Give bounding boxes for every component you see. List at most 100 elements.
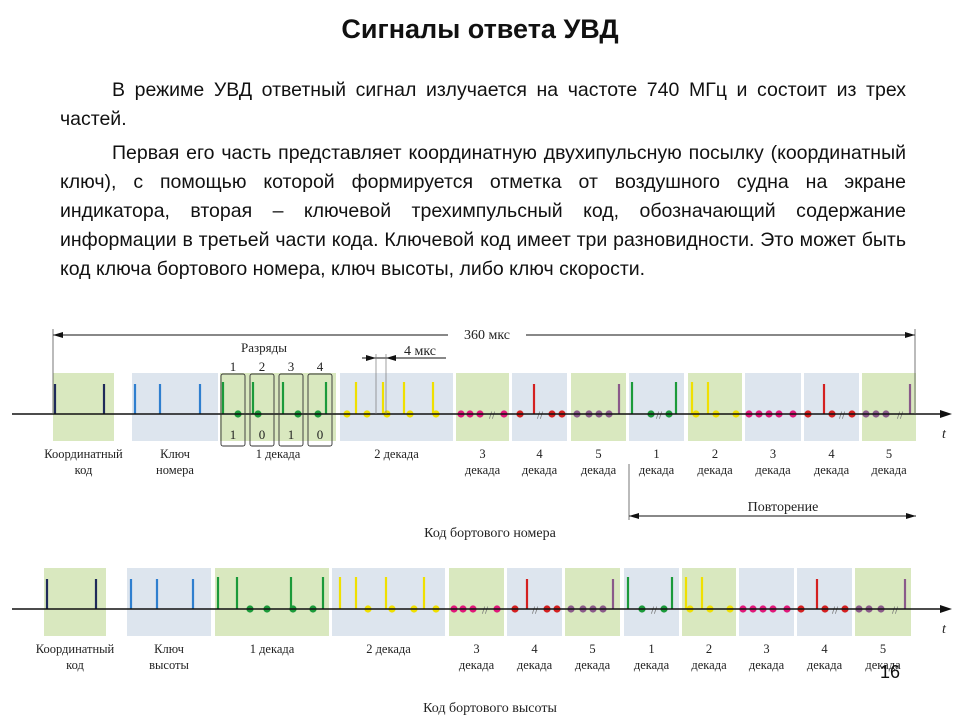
- segment-label-7-2: декада: [581, 463, 617, 477]
- segment-box-12: [855, 568, 911, 636]
- break-mark-8: //: [651, 606, 658, 616]
- repeat-label: Повторение: [748, 500, 819, 515]
- repeat-arrow-left: [629, 513, 639, 519]
- board-number-code-diagram: // // // // // t Координатный код Ключ номера 1 де…: [12, 325, 952, 541]
- bit-frame-4: [307, 373, 333, 447]
- total-duration-label: 360 мкс: [464, 328, 510, 343]
- segment-label-12-2: декада: [865, 658, 901, 672]
- segment-box-3: [215, 568, 329, 636]
- segment-label-5-2: декада: [459, 658, 495, 672]
- segment-label-1-2: код: [75, 463, 93, 477]
- bit-number-4: 4: [317, 359, 324, 374]
- segment-label-9-1: 2: [712, 447, 718, 461]
- segment-box-10: [739, 568, 794, 636]
- time-axis-label: t: [942, 427, 947, 442]
- segment-label-5-1: 3: [473, 642, 479, 656]
- segment-box-3: [220, 373, 336, 441]
- segment-label-7-1: 5: [595, 447, 601, 461]
- paragraph-1: В режиме УВД ответный сигнал излучается …: [60, 79, 906, 130]
- segment-box-12: [862, 373, 916, 441]
- break-mark-6: //: [537, 411, 544, 421]
- diagram-2-caption: Код бортового высоты: [423, 701, 557, 716]
- segment-label-6-1: 4: [531, 642, 538, 656]
- total-duration-label-bg: [448, 325, 526, 343]
- segment-label-10-2: декада: [749, 658, 785, 672]
- segment-box-11: [804, 373, 859, 441]
- segment-label-3-1: 1 декада: [256, 447, 301, 461]
- segment-label-2-2: номера: [156, 463, 194, 477]
- segment-box-8: [629, 373, 684, 441]
- break-mark-5: //: [482, 606, 489, 616]
- segment-box-6: [512, 373, 567, 441]
- segment-label-6-2: декада: [517, 658, 553, 672]
- segment-label-12-2: декада: [871, 463, 907, 477]
- break-mark-12: //: [897, 411, 904, 421]
- segment-box-6: [507, 568, 562, 636]
- segment-box-4: [340, 373, 453, 441]
- bit-frame-3: [278, 373, 304, 447]
- segment-label-11-2: декада: [807, 658, 843, 672]
- segment-box-7: [565, 568, 620, 636]
- interval-label: 4 мкс: [404, 344, 436, 359]
- segment-label-4-1: 2 декада: [366, 642, 411, 656]
- segment-label-7-2: декада: [575, 658, 611, 672]
- segment-box-2: [127, 568, 211, 636]
- segment-label-1-1: Координатный: [44, 447, 123, 461]
- segment-label-12-1: 5: [886, 447, 892, 461]
- segment-box-11: [797, 568, 852, 636]
- break-mark-11: //: [839, 411, 846, 421]
- bits-label: Разряды: [241, 340, 287, 355]
- break-mark-5: //: [489, 411, 496, 421]
- repeat-arrow-right: [906, 513, 916, 519]
- segment-label-9-2: декада: [691, 658, 727, 672]
- break-mark-6: //: [532, 606, 539, 616]
- segment-label-6-1: 4: [536, 447, 543, 461]
- segment-box-8: [624, 568, 679, 636]
- segment-label-2-1: Ключ: [154, 642, 184, 656]
- segment-label-1-1: Координатный: [36, 642, 115, 656]
- break-mark-11: //: [832, 606, 839, 616]
- segment-box-5: [456, 373, 509, 441]
- segment-label-10-1: 3: [763, 642, 769, 656]
- segment-label-8-1: 1: [648, 642, 654, 656]
- time-axis-arrow: [940, 410, 952, 418]
- bit-number-2: 2: [259, 359, 266, 374]
- segment-label-11-1: 4: [828, 447, 835, 461]
- segment-box-2: [132, 373, 218, 441]
- bit-frame-1: [220, 373, 246, 447]
- interval-arrow-right: [386, 355, 396, 361]
- paragraph-2: Первая его часть представляет координатн…: [60, 142, 906, 280]
- segment-label-2-2: высоты: [149, 658, 189, 672]
- segment-label-5-1: 3: [479, 447, 485, 461]
- bit-number-1: 1: [230, 359, 237, 374]
- segment-label-5-2: декада: [465, 463, 501, 477]
- time-axis-label: t: [942, 622, 947, 637]
- time-axis-arrow: [940, 605, 952, 613]
- segment-label-10-2: декада: [755, 463, 791, 477]
- segment-label-11-1: 4: [821, 642, 828, 656]
- total-duration-arrow-left: [53, 332, 63, 338]
- segment-label-3-1: 1 декада: [250, 642, 295, 656]
- diagram-1-caption: Код бортового номера: [424, 526, 556, 541]
- bit-value-4: 0: [317, 427, 324, 442]
- segment-box-10: [745, 373, 801, 441]
- bit-value-2: 0: [259, 427, 266, 442]
- segment-label-9-2: декада: [697, 463, 733, 477]
- bit-number-3: 3: [288, 359, 295, 374]
- bit-value-3: 1: [288, 427, 295, 442]
- segment-label-2-1: Ключ: [160, 447, 190, 461]
- slide-number: 16: [880, 662, 901, 682]
- segment-box-4: [332, 568, 445, 636]
- segment-box-7: [571, 373, 626, 441]
- segment-label-8-1: 1: [653, 447, 659, 461]
- segment-label-12-1: 5: [880, 642, 886, 656]
- segment-label-8-2: декада: [639, 463, 675, 477]
- segment-label-8-2: декада: [634, 658, 670, 672]
- break-mark-8: //: [656, 411, 663, 421]
- segment-label-6-2: декада: [522, 463, 558, 477]
- bit-frame-2: [249, 373, 275, 447]
- bit-value-1: 1: [230, 427, 237, 442]
- break-mark-12: //: [892, 606, 899, 616]
- segment-label-1-2: код: [66, 658, 84, 672]
- segment-label-10-1: 3: [770, 447, 776, 461]
